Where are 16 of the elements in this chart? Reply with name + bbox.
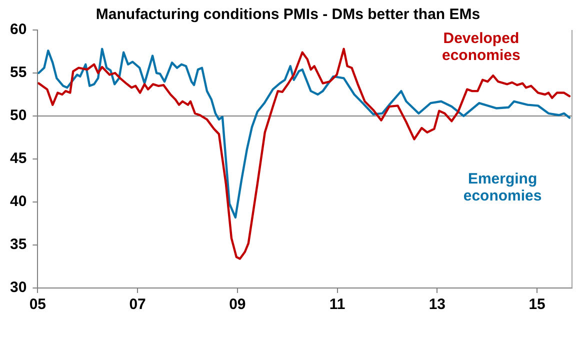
x-tick-label: 11 bbox=[329, 296, 346, 314]
x-tick-label: 15 bbox=[528, 296, 546, 314]
x-tick-label: 13 bbox=[428, 296, 446, 314]
y-tick-label: 60 bbox=[10, 21, 27, 38]
y-tick-label: 55 bbox=[10, 64, 27, 82]
text: Emerging economies bbox=[463, 170, 542, 205]
x-tick-label: 05 bbox=[29, 296, 46, 314]
chart-title: Manufacturing conditions PMIs - DMs better than EMs bbox=[96, 6, 480, 24]
y-tick-label: 45 bbox=[10, 150, 27, 168]
y-tick-label: 35 bbox=[10, 236, 27, 254]
x-tick-label: 09 bbox=[229, 296, 246, 314]
y-tick-label: 30 bbox=[10, 279, 27, 296]
y-tick-label: 40 bbox=[10, 193, 27, 210]
series-label: Developed economies bbox=[442, 30, 520, 64]
x-tick-label: 07 bbox=[129, 296, 146, 314]
y-tick-label: 50 bbox=[10, 107, 27, 124]
